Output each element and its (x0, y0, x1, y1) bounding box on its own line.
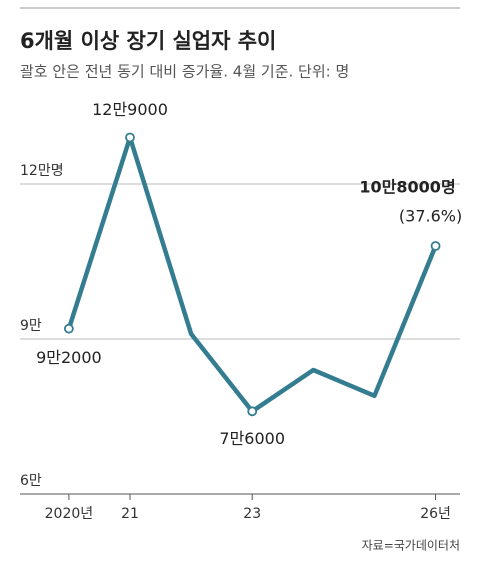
value-label: 12만9000 (92, 100, 168, 119)
marker (63, 323, 74, 334)
x-tick-label: 21 (121, 506, 139, 522)
y-tick-label: 9만 (20, 318, 42, 334)
x-tick-label: 23 (243, 506, 261, 522)
source: 자료=국가데이터처 (362, 539, 460, 553)
marker (125, 132, 135, 143)
chart-title: 6개월 이상 장기 실업자 추이 (20, 29, 276, 53)
marker (247, 406, 258, 417)
value-label: 10만8000명 (359, 178, 455, 197)
y-tick-label: 12만명 (20, 163, 64, 179)
marker (430, 241, 441, 251)
value-label: 9만2000 (36, 348, 102, 367)
x-tick-label: 26년 (420, 506, 451, 522)
x-tick-label: 2020년 (45, 506, 94, 522)
chart-subtitle: 괄호 안은 전년 동기 대비 증가율. 4월 기준. 단위: 명 (20, 63, 349, 81)
y-tick-label: 6만 (20, 473, 42, 489)
annotation: (37.6%) (399, 207, 462, 226)
value-label: 7만6000 (219, 429, 285, 448)
